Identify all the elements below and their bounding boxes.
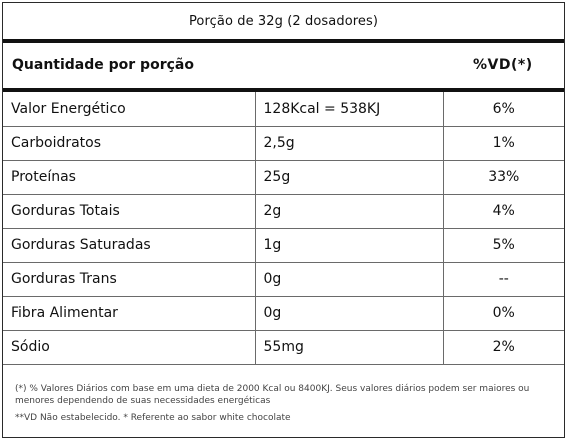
table-row: Valor Energético 128Kcal = 538KJ 6%	[3, 92, 564, 127]
nutrient-amount: 0g	[254, 261, 444, 297]
nutrient-name: Gorduras Totais	[3, 193, 256, 229]
nutrient-amount: 2,5g	[254, 125, 444, 161]
nutrient-name: Gorduras Saturadas	[3, 227, 256, 263]
nutrient-daily-value: 4%	[442, 193, 564, 229]
quantity-per-portion-label: Quantidade por porção	[12, 57, 194, 73]
table-row: Proteínas 25g 33%	[3, 159, 564, 195]
table-row: Gorduras Trans 0g --	[3, 261, 564, 297]
nutrient-daily-value: 33%	[442, 159, 564, 195]
table-row: Carboidratos 2,5g 1%	[3, 125, 564, 161]
nutrient-amount: 55mg	[254, 329, 444, 365]
not-established-footnote: **VD Não estabelecido. * Referente ao sa…	[15, 413, 291, 423]
nutrient-daily-value: 6%	[442, 92, 564, 127]
nutrient-name: Sódio	[3, 329, 256, 365]
nutrient-amount: 128Kcal = 538KJ	[254, 92, 444, 127]
nutrient-amount: 1g	[254, 227, 444, 263]
nutrient-daily-value: 5%	[442, 227, 564, 263]
table-header: Quantidade por porção %VD(*)	[3, 43, 564, 89]
nutrient-daily-value: 2%	[442, 329, 564, 365]
table-row: Gorduras Saturadas 1g 5%	[3, 227, 564, 263]
nutrient-amount: 0g	[254, 295, 444, 331]
portion-title: Porção de 32g (2 dosadores)	[188, 13, 379, 29]
table-row: Gorduras Totais 2g 4%	[3, 193, 564, 229]
footnotes: (*) % Valores Diários com base em uma di…	[3, 373, 564, 424]
nutrient-daily-value: 0%	[442, 295, 564, 331]
daily-value-label: %VD(*)	[473, 57, 533, 73]
header-divider	[3, 39, 564, 43]
nutrition-facts-panel: Porção de 32g (2 dosadores) Quantidade p…	[2, 2, 565, 438]
table-row: Sódio 55mg 2%	[3, 329, 564, 365]
table-divider	[3, 88, 564, 92]
nutrient-name: Gorduras Trans	[3, 261, 256, 297]
nutrient-name: Carboidratos	[3, 125, 256, 161]
nutrient-name: Valor Energético	[3, 92, 256, 127]
daily-values-footnote: (*) % Valores Diários com base em uma di…	[15, 384, 530, 406]
nutrition-table: Valor Energético 128Kcal = 538KJ 6% Carb…	[3, 92, 564, 365]
nutrient-daily-value: --	[442, 261, 564, 297]
table-row: Fibra Alimentar 0g 0%	[3, 295, 564, 331]
nutrient-amount: 2g	[254, 193, 444, 229]
nutrient-name: Fibra Alimentar	[3, 295, 256, 331]
nutrient-name: Proteínas	[3, 159, 256, 195]
nutrient-daily-value: 1%	[442, 125, 564, 161]
nutrient-amount: 25g	[254, 159, 444, 195]
